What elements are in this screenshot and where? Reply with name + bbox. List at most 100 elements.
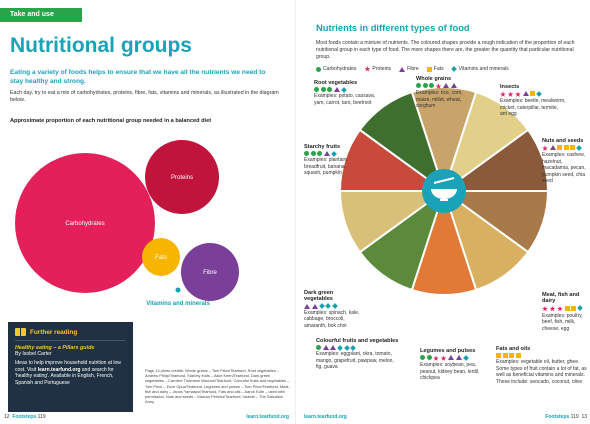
intro-text: Each day, try to eat a mix of carbohydra… <box>10 90 279 104</box>
square-icon <box>557 145 562 151</box>
triangle-icon <box>399 66 406 72</box>
wheel-segment-root <box>358 90 446 194</box>
food-label-nuts: Nuts and seeds Examples: cashew, hazelnut… <box>542 138 590 184</box>
page-number: 13 <box>581 414 587 420</box>
circle-icon <box>304 151 309 157</box>
star-icon <box>515 91 521 97</box>
star-icon <box>542 305 548 312</box>
divider <box>15 340 126 341</box>
food-label-darkgreen: Dark green vegetables Examples: spinach, … <box>304 290 360 329</box>
food-name: Colourful fruits and vegetables <box>316 338 399 344</box>
square-icon <box>509 353 514 359</box>
legend-vitamins: Vitamins and minerals <box>451 66 509 72</box>
issue-number: 119 <box>37 414 46 420</box>
food-name: Starchy fruits <box>304 144 341 150</box>
diamond-icon <box>576 145 582 151</box>
food-name: Nuts and seeds <box>542 138 584 144</box>
food-label-colourful: Colourful fruits and vegetables Examples:… <box>316 338 400 371</box>
diamond-icon <box>330 151 337 157</box>
diamond-icon <box>325 303 331 310</box>
tearfund-link[interactable]: learn.tearfund.org <box>37 366 81 373</box>
nutrient-icons <box>500 91 566 97</box>
circle-icon <box>320 87 326 93</box>
circle-icon <box>429 83 434 89</box>
star-icon <box>364 66 371 72</box>
triangle-icon <box>311 303 318 309</box>
food-name: Meat, fish and dairy <box>542 292 580 305</box>
food-name: Dark green vegetables <box>304 290 334 303</box>
bowl-icon <box>431 177 457 201</box>
right-intro: Most foods contain a mixture of nutrient… <box>316 40 575 60</box>
legend-proteins: Proteins <box>364 66 391 72</box>
nutrient-icons <box>304 303 360 310</box>
footer-url[interactable]: learn.tearfund.org <box>246 414 289 420</box>
nutrient-icons <box>304 151 356 157</box>
star-icon <box>435 83 442 89</box>
food-wheel <box>338 86 550 296</box>
footer-url[interactable]: learn.tearfund.org <box>304 414 347 420</box>
legend-fats: Fats <box>426 66 444 72</box>
right-page-title: Nutrients in different types of food <box>316 22 470 33</box>
square-icon <box>571 305 576 311</box>
bubble-fats <box>142 238 180 276</box>
bubble-fibre <box>181 243 239 301</box>
bubble-label-fibre: Fibre <box>203 270 217 276</box>
left-page: Take and use Nutritional groups Eating a… <box>0 8 290 420</box>
further-reading-heading: Further reading <box>30 328 78 336</box>
nutrient-icons <box>420 355 486 361</box>
square-icon <box>530 91 535 97</box>
right-page: Nutrients in different types of food Mos… <box>295 0 590 424</box>
food-examples: Examples: beetle, mealworm, cricket, cat… <box>500 98 566 118</box>
legend-fibre: Fibre <box>399 66 419 72</box>
bubble-carbohydrates <box>15 153 155 293</box>
square-icon <box>570 145 575 151</box>
circle-icon <box>316 345 321 351</box>
nutrient-icons <box>542 145 590 151</box>
food-name: Fats and oils <box>496 346 531 352</box>
circle-icon <box>314 87 319 93</box>
square-icon <box>426 66 432 72</box>
food-examples: Examples: plantain, breadfruit, banana, … <box>304 157 348 177</box>
food-name: Whole grains <box>416 76 452 82</box>
food-examples: Examples: soybean, pea, peanut, kidney b… <box>420 362 480 382</box>
diamond-icon <box>337 345 343 351</box>
triangle-icon <box>443 83 449 89</box>
food-examples: Examples: cashew, hazelnut, macadamia, p… <box>542 152 586 185</box>
star-icon <box>500 91 506 97</box>
bubble-label-proteins: Proteins <box>171 175 193 181</box>
food-label-meat: Meat, fish and dairy Examples: poultry, b… <box>542 292 590 332</box>
nutrient-legend: Carbohydrates Proteins Fibre Fats Vitami… <box>316 66 509 72</box>
food-examples: Examples: potato, cassava, yam, carrot, … <box>314 93 376 106</box>
circle-icon <box>416 83 421 89</box>
diamond-icon <box>536 91 542 97</box>
food-label-legumes: Legumes and pulses Examples: soybean, pea… <box>420 348 486 382</box>
triangle-icon <box>455 355 462 361</box>
star-icon <box>440 355 447 361</box>
food-examples: Examples: poultry, beef, fish, milk, che… <box>542 312 583 332</box>
triangle-icon <box>333 87 340 93</box>
nutrient-icons <box>314 87 382 93</box>
book-icon <box>15 328 26 336</box>
circle-icon <box>426 355 432 361</box>
food-label-root: Root vegetables Examples: potato, cassava… <box>314 80 382 106</box>
diagram-title: Approximate proportion of each nutrition… <box>10 118 212 124</box>
diamond-icon <box>451 66 457 72</box>
star-icon <box>433 355 439 361</box>
nutrient-icons <box>542 305 590 312</box>
star-icon <box>542 145 548 151</box>
star-icon <box>549 305 556 312</box>
footer-right: learn.tearfund.org Footsteps 119 13 <box>296 412 590 424</box>
lede: Eating a variety of foods helps to ensur… <box>10 69 266 85</box>
issue-number: 119 <box>570 414 579 420</box>
book-author: By Isobel Carter <box>15 351 52 357</box>
diamond-icon <box>343 345 350 351</box>
food-label-starchy: Starchy fruits Examples: plantain, breadf… <box>304 144 356 177</box>
square-icon <box>564 305 570 311</box>
circle-icon <box>317 151 322 157</box>
magazine-name: Footsteps <box>545 414 570 420</box>
legend-carbohydrates: Carbohydrates <box>316 66 356 72</box>
diamond-icon <box>318 303 325 310</box>
star-icon <box>507 91 514 97</box>
food-examples: Examples: rice, corn, maize, millet, whe… <box>416 90 463 110</box>
diamond-icon <box>331 303 338 310</box>
